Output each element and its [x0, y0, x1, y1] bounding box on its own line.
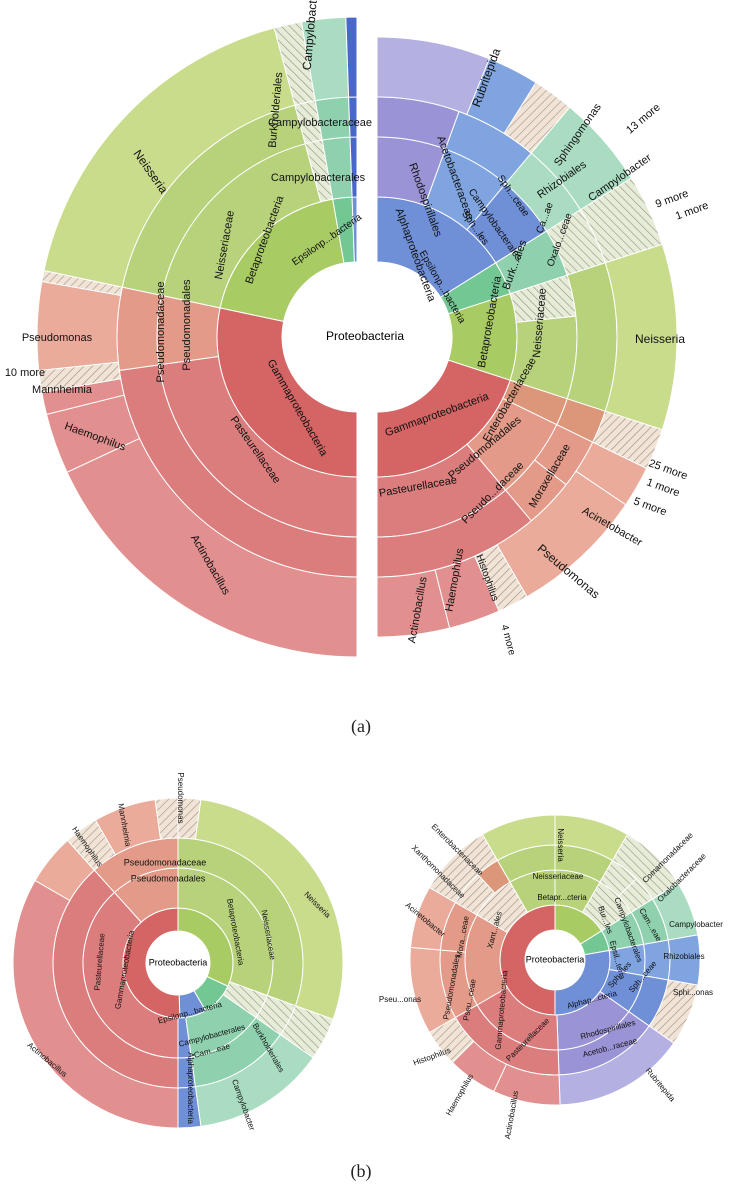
- label-sphingomonas: Sphi...onas: [673, 988, 713, 997]
- center-label-a-right: Proteobacteria: [326, 329, 404, 343]
- label-5-more: 5 more: [632, 495, 668, 518]
- center-label-b-right: Proteobacteria: [526, 954, 585, 964]
- segment-alpha-genus[interactable]: [345, 16, 358, 98]
- label-1-more: 1 more: [674, 200, 710, 223]
- label-mannheimia: Mannheimia: [32, 384, 93, 396]
- center-hole-a-right: [302, 262, 452, 412]
- label-pseudomonadales: Pseudomonadales: [131, 873, 206, 883]
- caption-a: (a): [351, 716, 371, 737]
- label-campylobacter: Campylobacter: [669, 920, 723, 929]
- label-haemophilus: Haemophilus: [444, 1072, 475, 1117]
- center-hole-b-left: [146, 931, 210, 995]
- label-campylobacterales: Campylobacterales: [271, 172, 366, 184]
- label-rhizobiales: Rhizobiales: [663, 952, 704, 961]
- label-13-more: 13 more: [624, 101, 663, 136]
- segment-pseudomonas[interactable]: [36, 280, 122, 371]
- label-pseudomonas: Pseudomonas: [22, 332, 93, 344]
- label-histophilus: Histophilus: [412, 1046, 452, 1068]
- label-betaproteobacteria: Betapr...cteria: [537, 893, 587, 902]
- label-rubritepida: Rubritepida: [644, 1066, 678, 1104]
- segment-pseudo-hatched[interactable]: [154, 797, 179, 840]
- label-alphaproteobacteria: Alphaproteobacteria: [186, 1052, 195, 1124]
- center-label-b-left: Proteobacteria: [149, 957, 208, 967]
- label-neisseria: Neisseria: [635, 332, 685, 346]
- center-hole-b-right: [525, 930, 585, 990]
- label-pseudomonas: Pseu...onas: [379, 995, 421, 1004]
- panel-b-right-sunburst: NeisseriaEnterobacteriaceaeXanthomonadac…: [379, 814, 723, 1140]
- label-pseudomonadaceae: Pseudomonadaceae: [124, 857, 207, 867]
- label-4-more: 4 more: [499, 624, 518, 657]
- segment-actinobacillus[interactable]: [376, 569, 451, 638]
- label-neisseria: Neisseria: [556, 828, 565, 862]
- label-pseudomonas: Pseudomonas: [176, 772, 185, 823]
- label-neisseriaceae: Neisseriaceae: [533, 872, 584, 881]
- label-1-more-b: 1 more: [645, 476, 681, 499]
- label-campylobacteraceae: Campylobacteraceae: [268, 117, 372, 129]
- label-pseudomonadales: Pseudomonadales: [181, 279, 193, 371]
- caption-b: (b): [351, 1161, 372, 1182]
- label-pseudomonadaceae: Pseudomonadaceae: [155, 282, 167, 383]
- segment-neisseria-b[interactable]: [481, 814, 556, 862]
- label-actinobacillus: Actinobacillus: [503, 1090, 520, 1140]
- label-10-more: 10 more: [5, 367, 45, 379]
